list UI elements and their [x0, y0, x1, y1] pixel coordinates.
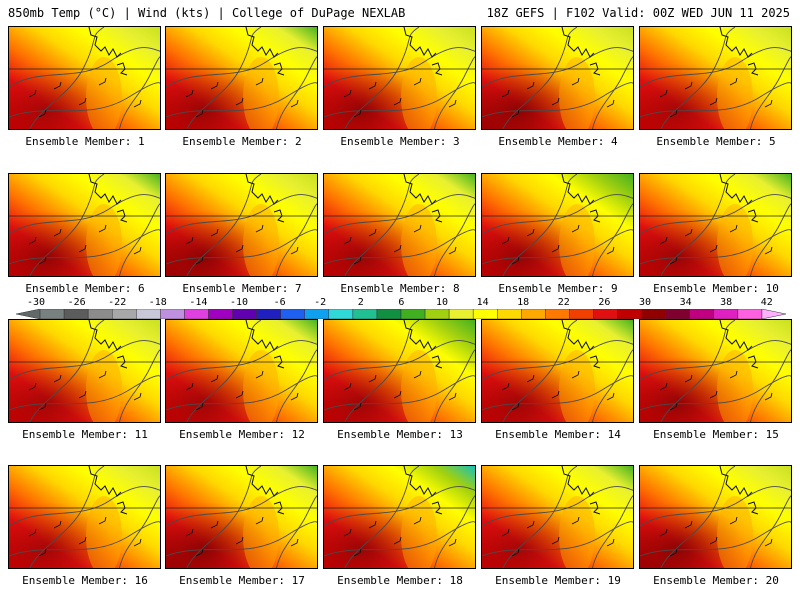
ensemble-member-label: Ensemble Member: 13 [337, 428, 463, 441]
colorbar-segment [136, 309, 161, 319]
colorbar-segment [545, 309, 570, 319]
ensemble-map-panel [165, 465, 318, 569]
colorbar-segment [665, 309, 690, 319]
ensemble-member-label: Ensemble Member: 3 [340, 135, 460, 148]
colorbar-tick-label: 26 [598, 297, 611, 308]
colorbar-segment [208, 309, 233, 319]
ensemble-map-panel [639, 173, 792, 277]
ensemble-member-label: Ensemble Member: 14 [495, 428, 621, 441]
ensemble-map-panel [481, 26, 634, 130]
ensemble-map-panel [481, 319, 634, 423]
colorbar-segment [472, 309, 498, 319]
ensemble-map-panel [8, 173, 161, 277]
ensemble-member-label: Ensemble Member: 6 [25, 282, 145, 295]
ensemble-member-label: Ensemble Member: 19 [495, 574, 621, 587]
colorbar-segment [641, 309, 666, 319]
map-title: 850mb Temp (°C) | Wind (kts) | College o… [8, 6, 406, 20]
ensemble-member-label: Ensemble Member: 17 [179, 574, 305, 587]
ensemble-member-label: Ensemble Member: 7 [182, 282, 302, 295]
colorbar-segment [737, 309, 763, 319]
ensemble-member-label: Ensemble Member: 12 [179, 428, 305, 441]
ensemble-map-panel [8, 465, 161, 569]
ensemble-member-label: Ensemble Member: 16 [22, 574, 148, 587]
colorbar-segment [352, 309, 378, 319]
colorbar-tick-label: -18 [148, 297, 167, 308]
ensemble-map-panel [639, 319, 792, 423]
colorbar-segment [497, 309, 522, 319]
colorbar-tick-label: 38 [720, 297, 733, 308]
colorbar-segment [376, 309, 402, 319]
colorbar-tick-label: 42 [760, 297, 773, 308]
colorbar-segment [400, 309, 426, 319]
ensemble-member-label: Ensemble Member: 11 [22, 428, 148, 441]
colorbar-segment [593, 309, 618, 319]
ensemble-map-panel [639, 465, 792, 569]
ensemble-map-panel [165, 173, 318, 277]
ensemble-member-label: Ensemble Member: 18 [337, 574, 463, 587]
colorbar-segment [713, 309, 739, 319]
colorbar-tick-label: -26 [67, 297, 86, 308]
colorbar-tick-label: -30 [26, 297, 46, 308]
ensemble-member-label: Ensemble Member: 1 [25, 135, 145, 148]
colorbar-segment [16, 309, 41, 319]
colorbar-segment [689, 309, 715, 319]
ensemble-member-label: Ensemble Member: 4 [498, 135, 618, 148]
ensemble-map-panel [8, 26, 161, 130]
colorbar-segment [424, 309, 450, 319]
ensemble-map-panel [323, 465, 476, 569]
ensemble-member-label: Ensemble Member: 9 [498, 282, 618, 295]
colorbar-segment [569, 309, 594, 319]
colorbar-tick-label: -14 [189, 297, 208, 308]
ensemble-map-panel [165, 26, 318, 130]
ensemble-map-panel [323, 26, 476, 130]
colorbar-tick-label: -2 [314, 297, 327, 308]
colorbar-tick-label: 14 [476, 297, 489, 308]
ensemble-map-panel [481, 465, 634, 569]
colorbar-segment [304, 309, 330, 319]
colorbar-segment [617, 309, 642, 319]
ensemble-member-label: Ensemble Member: 8 [340, 282, 460, 295]
colorbar-tick-label: 6 [398, 297, 405, 308]
colorbar-segment [521, 309, 546, 319]
colorbar-segment [232, 309, 257, 319]
colorbar-segment [87, 309, 113, 319]
colorbar-tick-label: 34 [679, 297, 692, 308]
ensemble-map-panel [165, 319, 318, 423]
ensemble-member-label: Ensemble Member: 15 [653, 428, 779, 441]
colorbar-labels: -30 -26 -22 -18 -14 -10 -6 -2 2 6 10 14 18 22 26 30 34 38… [0, 297, 800, 311]
colorbar-tick-label: -6 [273, 297, 286, 308]
colorbar-tick-label: -22 [108, 297, 127, 308]
ensemble-member-label: Ensemble Member: 2 [182, 135, 302, 148]
ensemble-map-panel [639, 26, 792, 130]
colorbar-segment [184, 309, 209, 319]
ensemble-member-label: Ensemble Member: 10 [653, 282, 779, 295]
ensemble-map-panel [323, 173, 476, 277]
model-run-valid-time: 18Z GEFS | F102 Valid: 00Z WED JUN 11 20… [486, 6, 790, 20]
ensemble-map-panel [481, 173, 634, 277]
ensemble-member-label: Ensemble Member: 20 [653, 574, 779, 587]
colorbar-tick-label: -10 [229, 297, 249, 308]
colorbar-segment [448, 309, 474, 319]
colorbar-segment [328, 309, 354, 319]
colorbar-segment [256, 309, 281, 319]
colorbar-segment [63, 309, 89, 319]
colorbar-tick-label: 10 [435, 297, 449, 308]
colorbar-segment [280, 309, 305, 319]
colorbar-tick-label: 22 [557, 297, 570, 308]
ensemble-member-label: Ensemble Member: 5 [656, 135, 776, 148]
colorbar-segment [112, 309, 137, 319]
temperature-colorbar [16, 309, 786, 319]
colorbar-segment [39, 309, 65, 319]
colorbar-tick-label: 30 [638, 297, 652, 308]
colorbar-tick-label: 2 [357, 297, 364, 308]
colorbar-segment [761, 309, 786, 319]
ensemble-map-panel [323, 319, 476, 423]
colorbar-tick-label: 18 [517, 297, 530, 308]
colorbar-segment [160, 309, 185, 319]
ensemble-map-panel [8, 319, 161, 423]
